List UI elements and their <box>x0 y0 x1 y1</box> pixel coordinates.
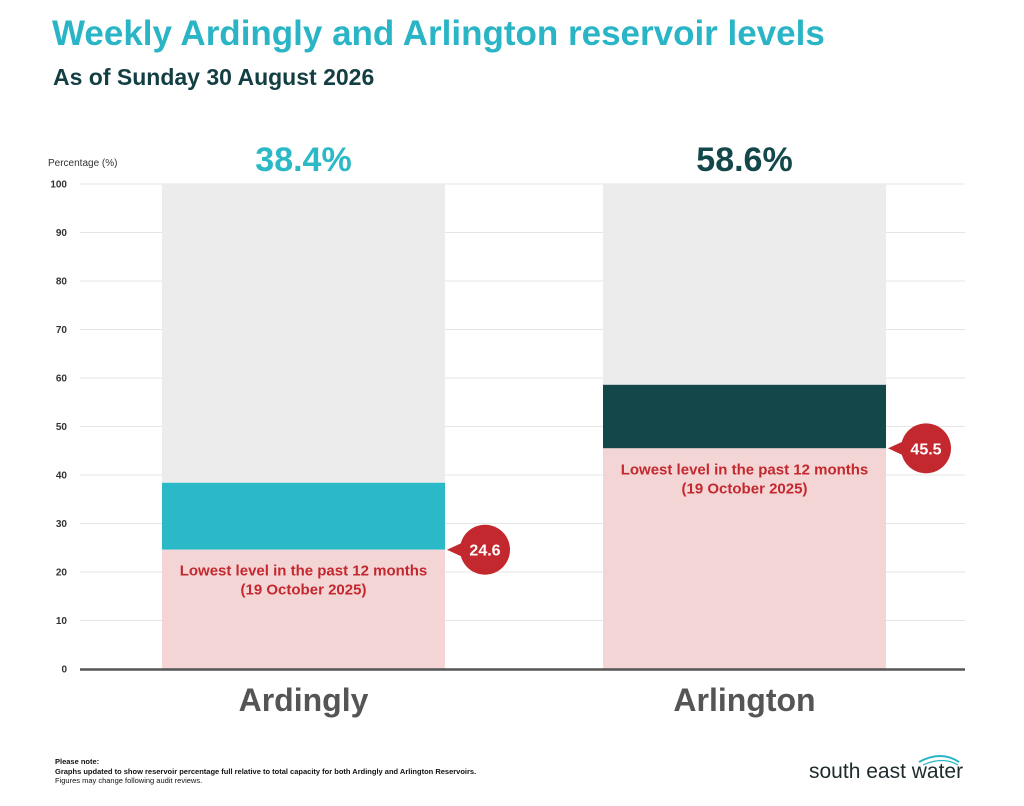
y-tick-label: 50 <box>56 422 68 433</box>
bar-lowest-ardingly <box>162 549 445 669</box>
lowest-level-text: Lowest level in the past 12 months <box>180 563 428 580</box>
footer-note: Please note: Graphs updated to show rese… <box>55 757 476 786</box>
bar-lowest-arlington <box>603 448 886 669</box>
logo-swoosh-icon <box>918 755 960 766</box>
note-line-2: Figures may change following audit revie… <box>55 776 203 785</box>
bar-remaining-arlington <box>603 184 886 385</box>
value-label: 58.6% <box>696 141 792 179</box>
y-tick-label: 90 <box>56 228 68 239</box>
y-tick-label: 80 <box>56 277 68 288</box>
lowest-marker-label: 45.5 <box>910 441 941 458</box>
brand-logo: south east water <box>809 755 964 784</box>
lowest-level-date: (19 October 2025) <box>241 582 367 599</box>
x-category-label: Arlington <box>673 682 815 718</box>
y-tick-label: 0 <box>61 665 67 676</box>
y-tick-label: 70 <box>56 325 68 336</box>
chart-title: Weekly Ardingly and Arlington reservoir … <box>52 14 825 53</box>
y-tick-label: 10 <box>56 616 68 627</box>
lowest-marker <box>901 423 951 474</box>
y-tick-label: 20 <box>56 568 68 579</box>
value-label: 38.4% <box>255 141 351 179</box>
x-category-label: Ardingly <box>239 682 369 718</box>
reservoir-chart: Percentage (%) 0 10 20 30 40 50 60 70 80 90 100 38.4… <box>48 141 965 718</box>
y-tick-label: 30 <box>56 519 68 530</box>
y-tick-label: 60 <box>56 374 68 385</box>
bar-level-ardingly <box>162 482 445 550</box>
y-tick-label: 40 <box>56 471 68 482</box>
lowest-level-text: Lowest level in the past 12 months <box>621 461 869 478</box>
lowest-level-date: (19 October 2025) <box>682 480 808 497</box>
note-line-1: Graphs updated to show reservoir percent… <box>55 766 477 776</box>
y-tick-label: 100 <box>50 180 67 191</box>
bar-level-arlington <box>603 384 886 449</box>
lowest-marker-label: 24.6 <box>469 543 500 560</box>
bar-remaining-ardingly <box>162 184 445 483</box>
chart-subtitle: As of Sunday 30 August 2026 <box>53 64 375 90</box>
lowest-marker <box>460 524 510 575</box>
y-axis-label: Percentage (%) <box>48 158 117 169</box>
brand-name: south east water <box>809 760 964 783</box>
note-heading: Please note: <box>55 757 100 766</box>
